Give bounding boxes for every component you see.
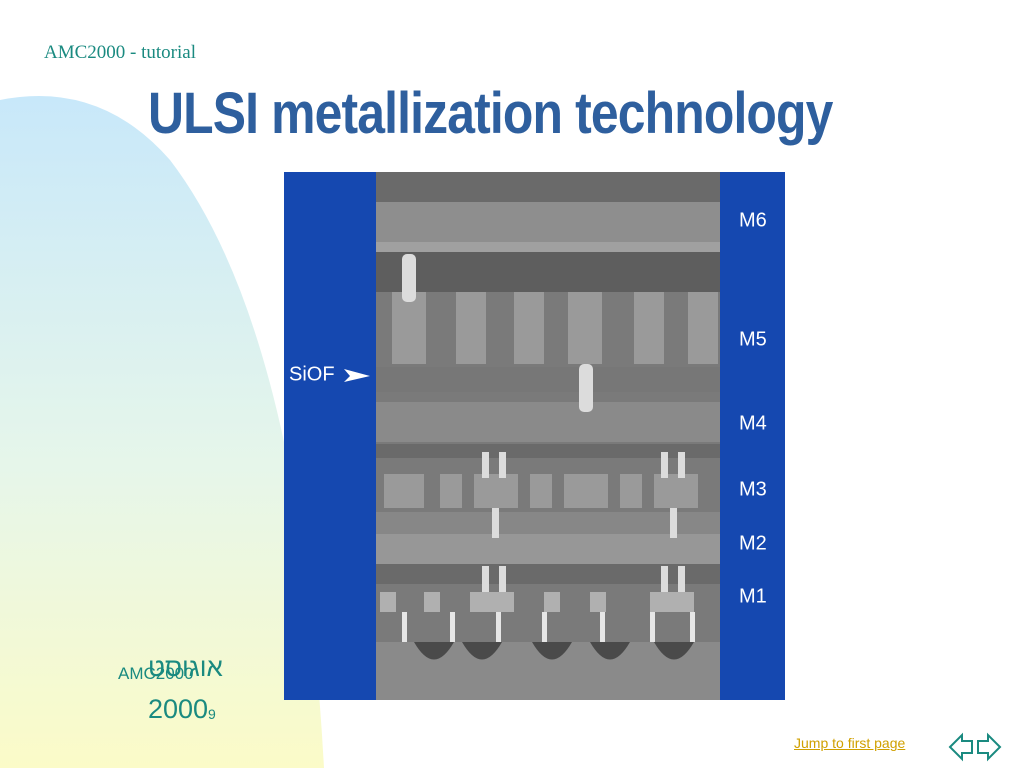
next-arrow[interactable] <box>977 732 1002 762</box>
layer-label: M1 <box>739 585 767 607</box>
m5-lines <box>392 292 718 364</box>
layer-label: M4 <box>739 412 767 434</box>
layer-label: M3 <box>739 478 767 500</box>
footer-month: אוגוסט <box>148 652 223 682</box>
jump-link[interactable]: Jump to first page <box>794 735 906 751</box>
page-number: 9 <box>208 706 216 722</box>
layer-label: M5 <box>739 328 767 350</box>
footer-year: 2000 <box>148 694 209 724</box>
slide-title: ULSI metallization technology <box>148 81 833 146</box>
nav-arrows[interactable] <box>948 730 1002 764</box>
m3-lines <box>384 474 698 508</box>
layer-label: SiOF <box>289 363 335 385</box>
sem-image: M6 M5 SiOF M4 M3 M2 M1 <box>284 172 785 700</box>
contacts <box>402 612 695 642</box>
vias <box>402 254 685 592</box>
m1-lines <box>380 592 694 612</box>
gradient-shape <box>0 96 324 768</box>
arrow <box>344 369 370 382</box>
footer-organization: AMC2000 <box>118 664 194 683</box>
layer-label: M2 <box>739 532 767 554</box>
layer-label: M6 <box>739 209 767 231</box>
prev-arrow[interactable] <box>948 732 973 762</box>
header: AMC2000 - tutorial <box>44 42 196 63</box>
wells <box>414 642 694 660</box>
layers <box>376 172 720 700</box>
